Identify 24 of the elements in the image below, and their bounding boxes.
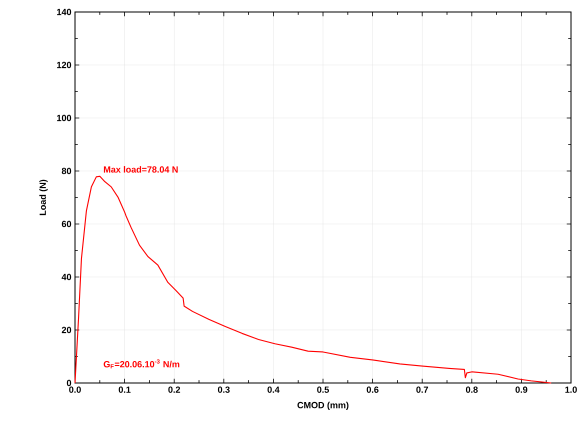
x-axis-title: CMOD (mm) [297, 402, 348, 410]
x-tick-label: 0.2 [168, 386, 180, 393]
y-tick-label: 40 [62, 274, 72, 280]
y-axis-title: Load (N) [39, 180, 48, 216]
y-tick-label: 140 [57, 8, 72, 16]
line-series [74, 176, 552, 384]
x-tick-label: 1.0 [565, 386, 577, 393]
x-tick-label: 0.6 [366, 386, 379, 393]
y-tick-label: 0 [66, 380, 72, 386]
x-tick-label: 0.0 [69, 386, 81, 393]
y-tick-label: 100 [57, 114, 72, 122]
x-tick-label: 0.5 [317, 386, 329, 393]
y-tick-label: 60 [62, 220, 72, 228]
annotation: Max load=78.04 N [104, 166, 178, 173]
x-tick-label: 0.8 [466, 386, 478, 393]
x-tick-label: 0.3 [218, 386, 230, 393]
y-tick-label: 20 [62, 326, 72, 334]
x-tick-label: 0.9 [516, 386, 528, 393]
y-tick-label: 80 [62, 168, 72, 174]
x-tick-label: 0.4 [268, 386, 280, 393]
annotation: G$_{F}$=20.06.10$^{-3}$ N/m [104, 359, 180, 368]
y-tick-label: 120 [57, 62, 72, 68]
x-tick-label: 0.1 [118, 386, 131, 393]
x-tick-label: 0.7 [416, 386, 428, 393]
